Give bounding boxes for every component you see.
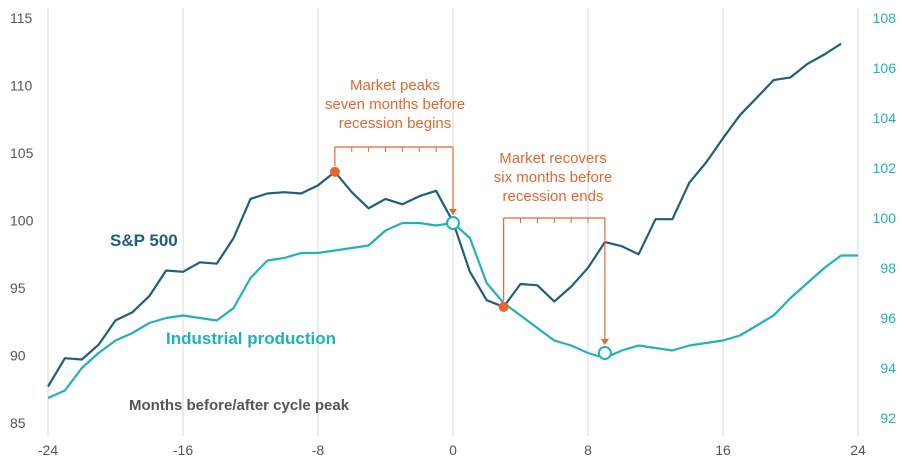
y-left-tick-label: 110 xyxy=(10,78,33,94)
y-right-tick-label: 98 xyxy=(880,260,896,276)
annotation-text-line: Market recovers xyxy=(499,150,607,167)
annotation-text-line: recession ends xyxy=(503,188,604,205)
y-right-tick-label: 92 xyxy=(880,410,896,426)
x-tick-label: -8 xyxy=(312,442,325,458)
x-axis-ticks: -24 -16 -8 0 8 16 24 xyxy=(38,442,866,458)
annotation-text-line: recession begins xyxy=(339,115,452,132)
y-left-tick-label: 100 xyxy=(10,213,34,229)
series-line-sp500 xyxy=(47,42,842,388)
x-axis-label: Months before/after cycle peak xyxy=(129,397,350,414)
series-label-sp500: S&P 500 xyxy=(110,231,178,250)
annotation-text-line: six months before xyxy=(494,169,612,186)
x-tick-label: -24 xyxy=(38,442,58,458)
annotation-dot xyxy=(329,166,340,177)
x-tick-label: 8 xyxy=(584,442,592,458)
y-left-tick-label: 95 xyxy=(10,280,26,296)
y-right-tick-label: 104 xyxy=(873,110,897,126)
left-axis-ticks: 115 110 105 100 95 90 85 xyxy=(10,10,34,431)
right-axis-ticks: 108 106 104 102 100 98 96 94 92 xyxy=(873,10,897,426)
y-right-tick-label: 106 xyxy=(873,60,897,76)
annotation-arrow-head xyxy=(600,339,609,345)
annotation-text-line: Market peaks xyxy=(350,77,440,94)
y-right-tick-label: 96 xyxy=(880,310,896,326)
y-left-tick-label: 115 xyxy=(10,10,33,26)
annotation-target-marker xyxy=(446,216,460,230)
annotation-text-line: seven months before xyxy=(325,96,465,113)
y-right-tick-label: 100 xyxy=(873,210,897,226)
x-tick-label: 16 xyxy=(715,442,731,458)
annotation-2: Market recovers six months before recessio… xyxy=(494,150,612,360)
annotation-dot xyxy=(498,301,509,312)
annotations: Market peaks seven months before recession… xyxy=(325,77,612,360)
y-right-tick-label: 94 xyxy=(880,360,896,376)
x-tick-label: 0 xyxy=(449,442,457,458)
annotation-arrow-head xyxy=(449,209,457,215)
y-left-tick-label: 85 xyxy=(10,415,26,431)
y-left-tick-label: 105 xyxy=(10,145,34,161)
y-right-tick-label: 108 xyxy=(873,10,897,26)
x-tick-label: -16 xyxy=(173,442,193,458)
series-label-industrial-production: Industrial production xyxy=(166,329,336,348)
annotation-1: Market peaks seven months before recession… xyxy=(325,77,465,230)
annotation-target-marker xyxy=(597,346,612,360)
series-labels: S&P 500 Industrial production Months bef… xyxy=(110,231,350,414)
y-left-tick-label: 90 xyxy=(10,348,26,364)
x-tick-label: 24 xyxy=(850,442,866,458)
y-right-tick-label: 102 xyxy=(873,160,897,176)
